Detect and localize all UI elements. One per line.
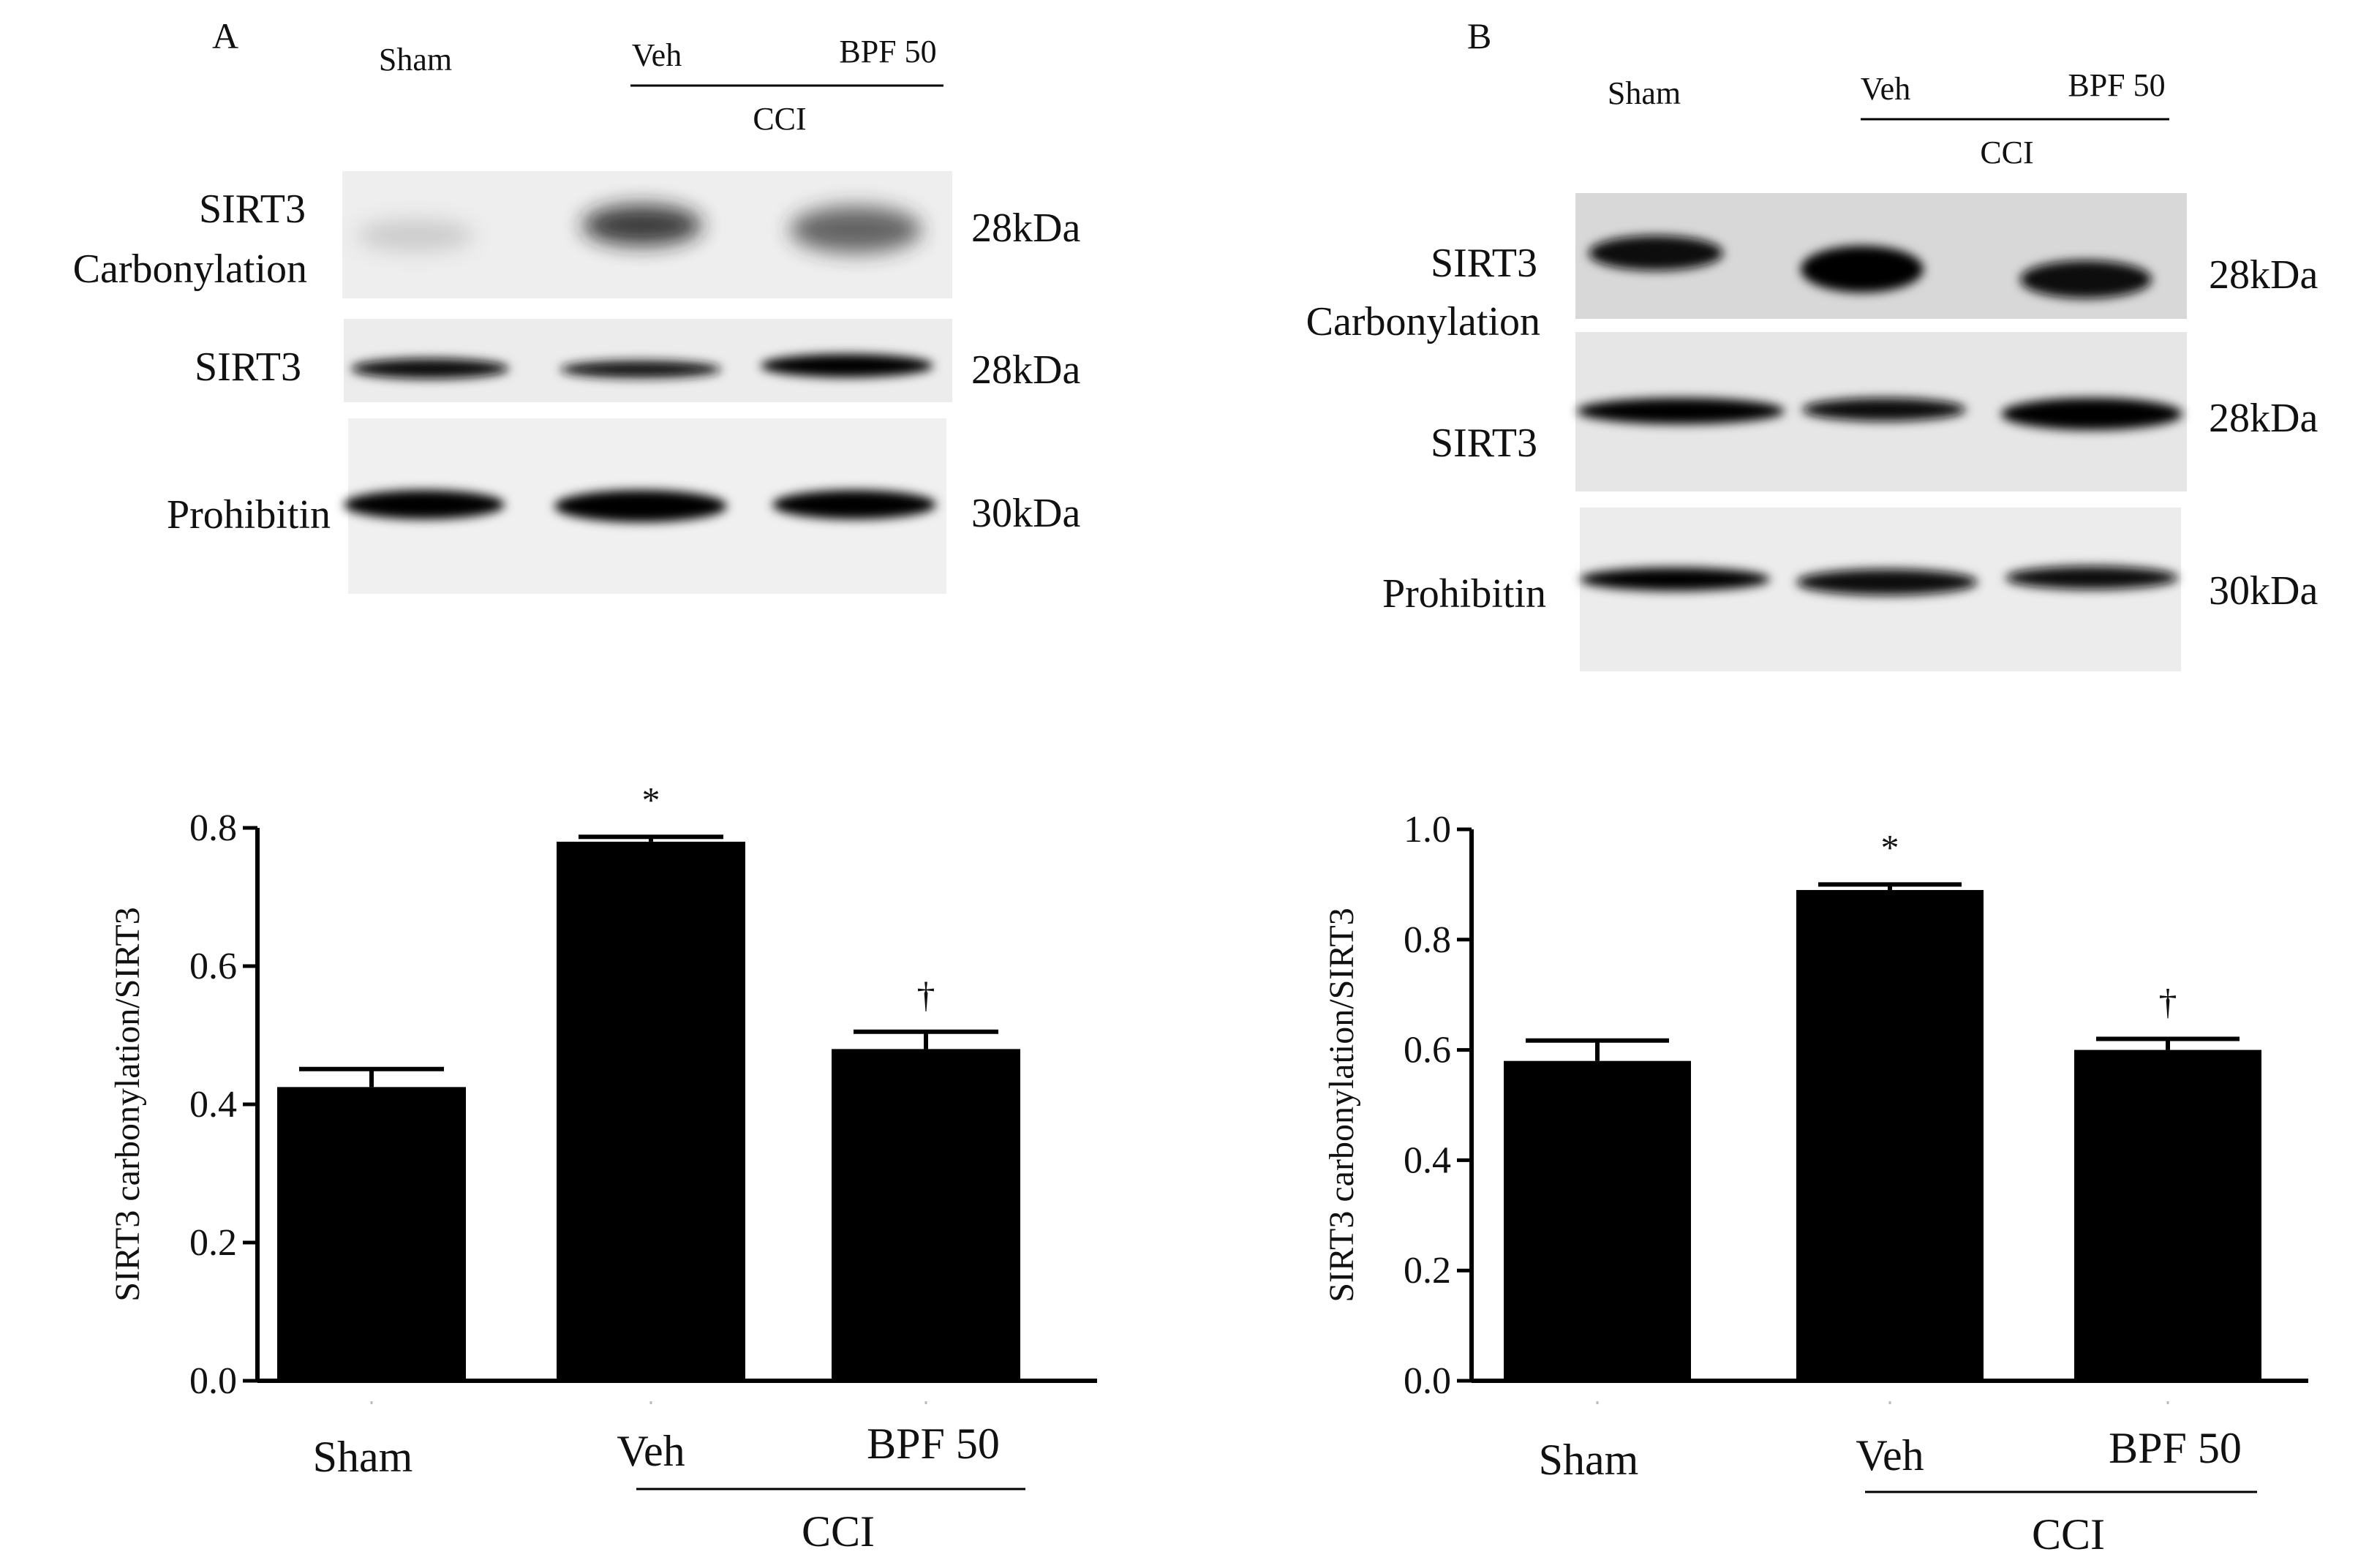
panel-b-letter: B: [1467, 15, 1491, 56]
significance-mark: *: [642, 779, 660, 820]
panel-b-row3-band-bpf50: [2005, 566, 2178, 589]
panel-b-row2-band-bpf50: [2001, 398, 2182, 430]
x-category-label: Veh: [1856, 1431, 1924, 1480]
panel-b-row3-kda: 30kDa: [2209, 568, 2318, 614]
panel-b-row1-label-line1: SIRT3: [1431, 241, 1537, 286]
group-label: CCI: [802, 1507, 875, 1556]
panel-b-row2-band-sham: [1577, 398, 1785, 424]
panel-a-row1-kda: 28kDa: [971, 206, 1080, 251]
y-axis-title: SIRT3 carbonylation/SIRT3: [1322, 908, 1361, 1303]
significance-mark: †: [917, 974, 935, 1015]
bar-bpf50: [832, 1049, 1020, 1381]
panel-b-row2-kda: 28kDa: [2209, 396, 2318, 441]
significance-mark: †: [2159, 981, 2177, 1022]
y-tick-label: 0.2: [189, 1222, 237, 1264]
panel-a-row2-band-sham: [351, 358, 509, 379]
y-tick-label: 0.6: [1404, 1030, 1451, 1071]
panel-a-row1-band-veh: [582, 205, 702, 246]
x-category-label: Sham: [313, 1433, 413, 1481]
group-label: CCI: [2032, 1510, 2105, 1558]
panel-b-row3-band-sham: [1580, 568, 1770, 591]
bar-sham: [277, 1087, 466, 1381]
panel-b-lane-veh: Veh: [1861, 71, 1910, 107]
panel-a-row2-kda: 28kDa: [971, 347, 1080, 393]
panel-a-row3-kda: 30kDa: [971, 491, 1080, 536]
panel-a-row3-band-veh: [554, 490, 727, 522]
panel-a-row2-band-bpf50: [761, 354, 933, 377]
bar-veh: [557, 841, 745, 1381]
panel-b-row1-label-line2: Carbonylation: [1306, 299, 1540, 344]
panel-b-row2-band-veh: [1802, 398, 1966, 421]
panel-a-letter: A: [212, 15, 238, 56]
chart-b: 0.0 0.2 0.4 0.6 0.8 1.0 SIRT3 carbonylation/SI…: [1322, 809, 2308, 1558]
panel-b-row1-band-sham: [1589, 235, 1723, 271]
y-tick-label: 0.0: [1404, 1360, 1451, 1402]
x-category-label: BPF 50: [867, 1420, 1000, 1468]
panel-b-row1-band-bpf50: [2020, 260, 2152, 298]
bar-veh: [1796, 889, 1984, 1381]
panel-b: B Sham Veh BPF 50 CCI SIRT3 Carbonylatio…: [1306, 15, 2318, 671]
y-tick-label: 0.4: [189, 1084, 237, 1126]
panel-a-lane-sham: Sham: [379, 42, 452, 78]
panel-b-row1-kda: 28kDa: [2209, 252, 2318, 298]
panel-a-lane-veh: Veh: [632, 37, 682, 73]
y-tick-label: 0.6: [189, 946, 237, 987]
y-tick-label: 1.0: [1404, 809, 1451, 851]
panel-b-row1-band-veh: [1801, 246, 1924, 293]
y-tick-label: 0.8: [1404, 919, 1451, 961]
x-category-label: BPF 50: [2109, 1424, 2242, 1472]
x-category-label: Sham: [1539, 1436, 1639, 1484]
panel-a-row1-band-bpf50: [790, 206, 922, 253]
panel-a: A Sham Veh BPF 50 CCI SIRT3 Carbonylatio…: [73, 15, 1080, 594]
bar-bpf50: [2074, 1049, 2261, 1381]
x-category-label: Veh: [617, 1427, 685, 1475]
chart-a: 0.0 0.2 0.4 0.6 0.8 SIRT3 carbonylation/SIRT3…: [108, 779, 1097, 1556]
panel-b-row3-band-veh: [1796, 569, 1978, 595]
y-tick-label: 0.8: [189, 807, 237, 849]
panel-a-row2-label: SIRT3: [195, 344, 301, 390]
panel-a-row3-band-sham: [344, 490, 505, 519]
panel-b-row2-label: SIRT3: [1431, 421, 1537, 466]
y-tick-label: 0.2: [1404, 1250, 1451, 1292]
panel-a-row3-band-bpf50: [772, 490, 936, 519]
panel-a-row3-label: Prohibitin: [167, 492, 331, 538]
panel-a-row1-label-line1: SIRT3: [199, 186, 306, 232]
panel-a-lane-bpf50: BPF 50: [839, 34, 936, 69]
panel-a-row2-band-veh: [560, 361, 721, 378]
y-tick-label: 0.0: [189, 1360, 237, 1402]
panel-b-group-label: CCI: [1980, 135, 2033, 170]
bar-sham: [1504, 1060, 1691, 1381]
panel-a-group-label: CCI: [753, 101, 806, 137]
significance-mark: *: [1881, 826, 1899, 867]
panel-b-lane-sham: Sham: [1608, 75, 1681, 111]
y-tick-label: 0.4: [1404, 1139, 1451, 1181]
panel-a-row1-label-line2: Carbonylation: [73, 246, 307, 292]
panel-b-lane-bpf50: BPF 50: [2068, 67, 2165, 103]
panel-a-row1-band-sham: [357, 219, 474, 252]
panel-b-row3-label: Prohibitin: [1382, 571, 1546, 617]
y-axis-title: SIRT3 carbonylation/SIRT3: [108, 907, 147, 1302]
